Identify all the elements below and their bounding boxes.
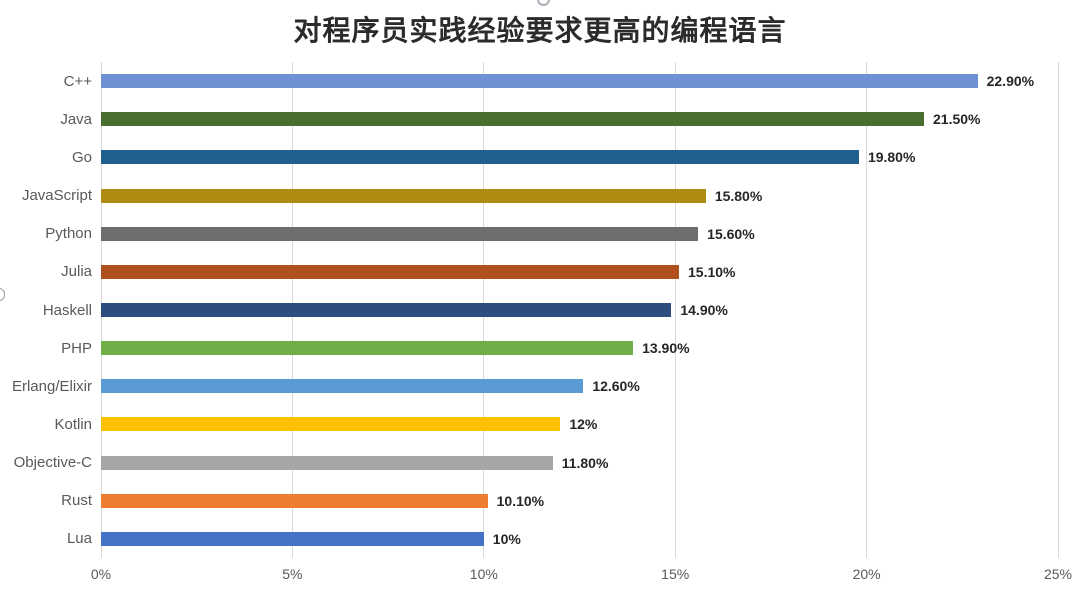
x-tick-label: 25% (1043, 566, 1073, 582)
value-label: 21.50% (933, 111, 981, 128)
value-label: 10.10% (496, 492, 545, 509)
category-label: Erlang/Elixir (11, 377, 92, 395)
x-axis: 0% 5% 10% 15% 20% 25% (91, 566, 1072, 588)
bar-row: 15.60% (101, 215, 1058, 253)
bar (101, 493, 488, 508)
bar (101, 150, 859, 165)
category-label: Go (71, 148, 92, 166)
value-label: 15.60% (707, 225, 755, 242)
value-label: 22.90% (986, 73, 1035, 90)
bar-row: 15.80% (101, 176, 1058, 214)
bar (101, 264, 680, 279)
category-axis: C++ Java Go JavaScript Python Julia Haskell PHP… (0, 62, 92, 558)
x-tick-label: 10% (469, 566, 498, 582)
x-tick-label: 20% (852, 566, 881, 582)
bar (101, 379, 584, 394)
value-label: 13.90% (642, 340, 690, 357)
cropped-ring-decoration (537, 0, 550, 6)
value-label: 15.10% (688, 263, 736, 280)
bar (101, 226, 699, 241)
bar (101, 303, 672, 318)
value-label: 15.80% (714, 187, 763, 204)
bar-row: 12.60% (101, 367, 1058, 405)
category-label: Rust (61, 492, 92, 510)
bar (101, 531, 484, 546)
bar-row: 10% (101, 520, 1058, 558)
gridline (1057, 62, 1059, 558)
bar-row: 11.80% (101, 444, 1058, 482)
value-label: 12.60% (592, 378, 640, 395)
category-label: Python (45, 225, 92, 243)
value-label: 11.80% (561, 454, 609, 471)
bar (101, 417, 561, 432)
bar-row: 12% (101, 405, 1058, 443)
category-label: Lua (66, 530, 92, 548)
category-label: Objective-C (13, 454, 92, 472)
bar-row: 10.10% (101, 482, 1058, 520)
bar (101, 74, 978, 89)
value-label: 14.90% (680, 302, 728, 319)
x-tick-label: 5% (282, 566, 303, 582)
value-label: 12% (569, 416, 598, 433)
x-tick-label: 15% (661, 566, 690, 582)
bar (101, 455, 553, 470)
category-label: Java (60, 110, 92, 128)
bar-row: 13.90% (101, 329, 1058, 367)
bar (101, 188, 706, 203)
category-label: JavaScript (21, 187, 92, 205)
category-label: PHP (61, 339, 92, 357)
bar (101, 341, 634, 356)
value-label: 19.80% (867, 149, 916, 166)
x-tick-label: 0% (90, 566, 112, 582)
bar-row: 15.10% (101, 253, 1058, 291)
category-label: C++ (63, 72, 92, 90)
bar-row: 22.90% (101, 62, 1058, 100)
category-label: Julia (61, 263, 92, 281)
value-label: 10% (492, 530, 521, 547)
bar-row: 14.90% (101, 291, 1058, 329)
bar (101, 112, 925, 127)
gridline (866, 62, 868, 558)
bar-row: 19.80% (101, 138, 1058, 176)
chart-title: 对程序员实践经验要求更高的编程语言 (293, 15, 787, 46)
category-label: Kotlin (54, 415, 92, 433)
gridline (674, 62, 676, 558)
bar-series: 22.90% 21.50% 19.80% 15.80% 15.60% 15.10% 14.9… (101, 62, 1058, 558)
bar-row: 21.50% (101, 100, 1058, 138)
plot-area: 22.90% 21.50% 19.80% 15.80% 15.60% 15.10% 14.9… (100, 62, 1059, 558)
category-label: Haskell (42, 301, 92, 319)
